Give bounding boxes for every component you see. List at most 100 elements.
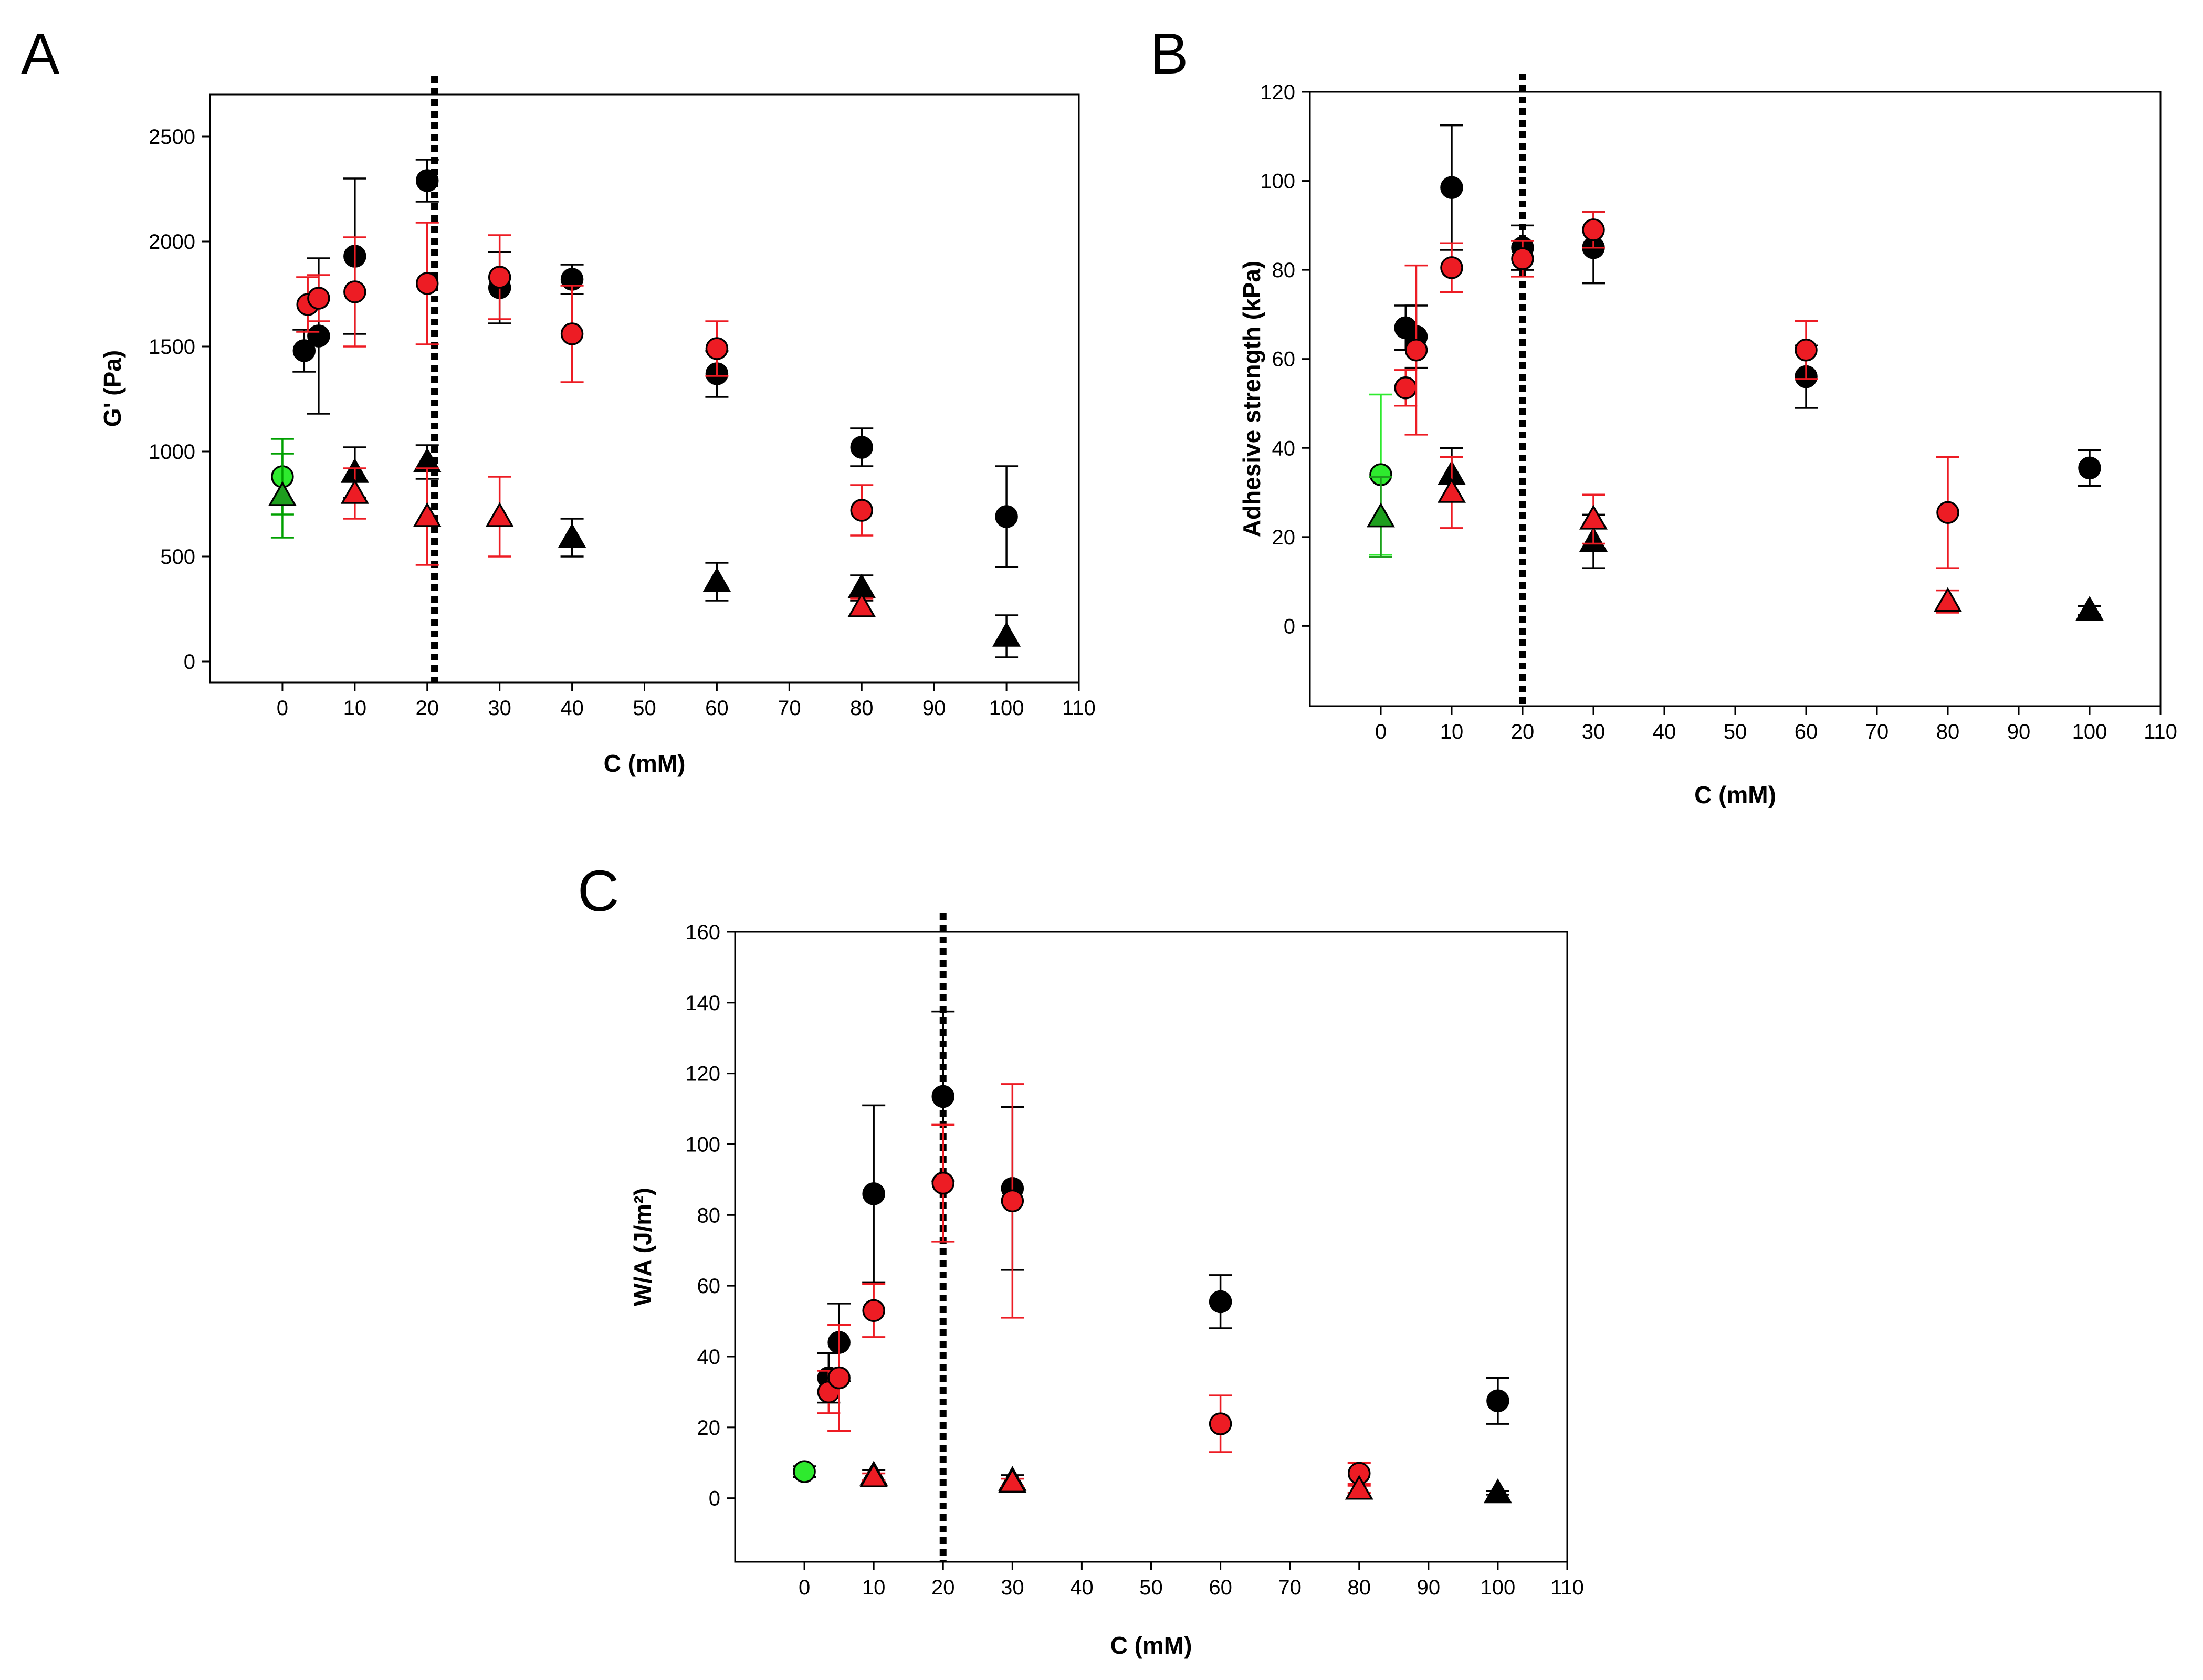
- series-3: [1437, 456, 1963, 614]
- x-tick-label: 110: [2144, 720, 2177, 743]
- data-point: [560, 322, 584, 345]
- data-point: [931, 1085, 954, 1108]
- y-tick-label: 0: [709, 1487, 720, 1510]
- plot-frame: [1309, 91, 2162, 707]
- data-point: [827, 1366, 851, 1390]
- data-point: [847, 592, 876, 617]
- data-point: [558, 523, 586, 548]
- series-2: [1437, 447, 2104, 621]
- series-2: [340, 444, 1021, 658]
- x-tick-label: 20: [416, 697, 439, 720]
- x-tick-label: 100: [1481, 1576, 1516, 1599]
- series-5: [1366, 476, 1396, 558]
- data-point: [343, 280, 366, 303]
- series-0: [817, 1010, 1509, 1425]
- x-tick-label: 80: [1348, 1576, 1371, 1599]
- x-tick-label: 50: [633, 697, 656, 720]
- data-point: [340, 479, 369, 504]
- data-point: [488, 266, 511, 289]
- data-point: [1486, 1389, 1509, 1413]
- series-3: [859, 1462, 1373, 1500]
- data-point: [862, 1182, 885, 1205]
- y-tick-label: 40: [697, 1346, 721, 1369]
- data-point: [1933, 587, 1963, 612]
- chart-panel-b: 0 10 20 30 40 50 60 70 80 90 100 110 0 20 40 60 80 100 120…: [1238, 74, 2177, 808]
- panel-letter-b: B: [1150, 22, 1188, 86]
- series-3: [340, 467, 876, 617]
- panel-letter-a: A: [21, 22, 60, 86]
- series-0: [292, 159, 1019, 568]
- data-point: [2075, 596, 2104, 621]
- x-tick-label: 80: [1936, 720, 1960, 743]
- chart-panel-a: 0 10 20 30 40 50 60 70 80 90 100 110 0 500 1000 1500 200…: [99, 76, 1096, 777]
- data-point: [1394, 376, 1417, 400]
- y-tick-label: 1500: [149, 335, 195, 359]
- x-tick-label: 40: [1653, 720, 1676, 743]
- x-tick-label: 30: [488, 697, 511, 720]
- x-axis-title: C (mM): [1694, 781, 1776, 808]
- data-point: [1936, 501, 1959, 524]
- x-tick-label: 20: [931, 1576, 955, 1599]
- x-tick-label: 100: [2072, 720, 2107, 743]
- x-tick-label: 70: [1865, 720, 1889, 743]
- x-axis-title: C (mM): [604, 750, 686, 777]
- data-point: [862, 1299, 885, 1322]
- data-point: [307, 287, 330, 310]
- y-tick-label: 100: [1260, 170, 1295, 193]
- data-point: [1511, 247, 1534, 270]
- y-tick-label: 2500: [149, 125, 195, 149]
- data-point: [793, 1460, 816, 1483]
- x-tick-label: 20: [1511, 720, 1535, 743]
- y-tick-label: 120: [1260, 81, 1295, 104]
- x-tick-label: 10: [343, 697, 367, 720]
- data-point: [1440, 176, 1463, 200]
- y-tick-label: 80: [697, 1204, 721, 1227]
- x-tick-label: 90: [1417, 1576, 1441, 1599]
- data-point: [1483, 1478, 1512, 1504]
- series-1: [1394, 211, 1959, 569]
- data-point: [931, 1171, 954, 1195]
- x-tick-label: 70: [778, 697, 801, 720]
- x-tick-label: 40: [560, 697, 584, 720]
- data-point: [416, 272, 439, 295]
- y-tick-label: 120: [685, 1063, 720, 1086]
- data-point: [1579, 505, 1608, 530]
- x-tick-label: 90: [2007, 720, 2031, 743]
- y-tick-label: 100: [685, 1133, 720, 1156]
- y-tick-label: 20: [1272, 526, 1296, 549]
- y-tick-label: 80: [1272, 259, 1296, 282]
- y-axis-title: W/A (J/m²): [629, 1188, 656, 1306]
- data-point: [1366, 502, 1396, 528]
- data-point: [1795, 338, 1818, 362]
- data-point: [1440, 256, 1463, 279]
- data-point: [850, 499, 873, 522]
- y-tick-label: 2000: [149, 230, 195, 254]
- x-tick-label: 10: [862, 1576, 886, 1599]
- data-point: [292, 339, 316, 362]
- x-tick-label: 40: [1070, 1576, 1094, 1599]
- x-axis-title: C (mM): [1110, 1632, 1192, 1659]
- x-tick-label: 50: [1724, 720, 1747, 743]
- series-0: [1394, 124, 2101, 487]
- x-tick-label: 100: [989, 697, 1024, 720]
- y-tick-label: 60: [1272, 348, 1296, 371]
- y-tick-label: 0: [184, 650, 195, 674]
- x-tick-label: 30: [1582, 720, 1606, 743]
- data-point: [992, 622, 1021, 647]
- series-1: [296, 222, 874, 537]
- data-point: [850, 436, 873, 459]
- data-point: [268, 481, 297, 506]
- y-tick-label: 1000: [149, 440, 195, 464]
- data-point: [2078, 456, 2101, 480]
- x-tick-label: 30: [1001, 1576, 1024, 1599]
- data-point: [1582, 218, 1605, 242]
- x-tick-label: 60: [705, 697, 729, 720]
- x-tick-label: 0: [799, 1576, 810, 1599]
- x-tick-label: 80: [850, 697, 874, 720]
- x-tick-label: 60: [1795, 720, 1818, 743]
- x-tick-label: 0: [1375, 720, 1387, 743]
- y-axis-title: Adhesive strength (kPa): [1238, 261, 1265, 538]
- series-4: [793, 1460, 816, 1483]
- x-tick-label: 10: [1440, 720, 1464, 743]
